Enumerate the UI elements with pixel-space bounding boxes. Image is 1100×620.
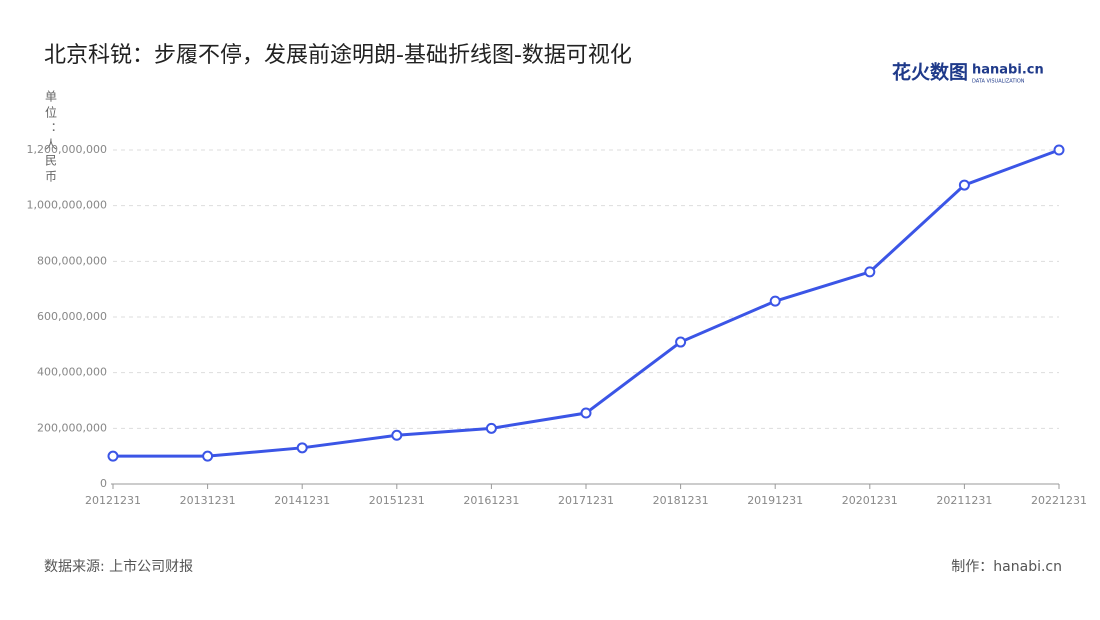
point	[1053, 144, 1065, 156]
x-tick-label: 20151231	[369, 494, 425, 507]
y-tick-label: 1,200,000,000	[27, 143, 107, 156]
y-tick-label: 200,000,000	[37, 421, 107, 434]
x-tick-label: 20121231	[85, 494, 141, 507]
point	[107, 450, 119, 462]
y-tick-label: 600,000,000	[37, 310, 107, 323]
point	[485, 422, 497, 434]
point	[296, 442, 308, 454]
logo-tagline: DATA VISUALIZATION	[972, 79, 1025, 85]
x-tick-label: 20201231	[842, 494, 898, 507]
x-tick-label: 20161231	[463, 494, 519, 507]
point	[580, 407, 592, 419]
y-axis-label: 单位：人民币	[44, 90, 58, 186]
x-tick-label: 20181231	[653, 494, 709, 507]
chart-title: 北京科锐：步履不停，发展前途明朗-基础折线图-数据可视化	[44, 43, 632, 68]
y-tick-label: 800,000,000	[37, 254, 107, 267]
x-tick-label: 20171231	[558, 494, 614, 507]
y-tick-label: 400,000,000	[37, 366, 107, 379]
credit: 制作：hanabi.cn	[951, 559, 1062, 575]
point	[864, 266, 876, 278]
x-tick-label: 20221231	[1031, 494, 1087, 507]
point	[675, 336, 687, 348]
logo-site: hanabi.cn	[972, 63, 1044, 78]
x-tick-label: 20131231	[180, 494, 236, 507]
x-tick-label: 20141231	[274, 494, 330, 507]
source: 数据来源: 上市公司财报	[44, 558, 193, 575]
point	[391, 429, 403, 441]
x-tick-label: 20211231	[936, 494, 992, 507]
y-tick-label: 1,000,000,000	[27, 199, 107, 212]
point	[958, 179, 970, 191]
point	[769, 295, 781, 307]
x-tick-label: 20191231	[747, 494, 803, 507]
point	[202, 450, 214, 462]
logo-name: 花火数图	[892, 61, 968, 84]
y-tick-label: 0	[100, 477, 107, 490]
